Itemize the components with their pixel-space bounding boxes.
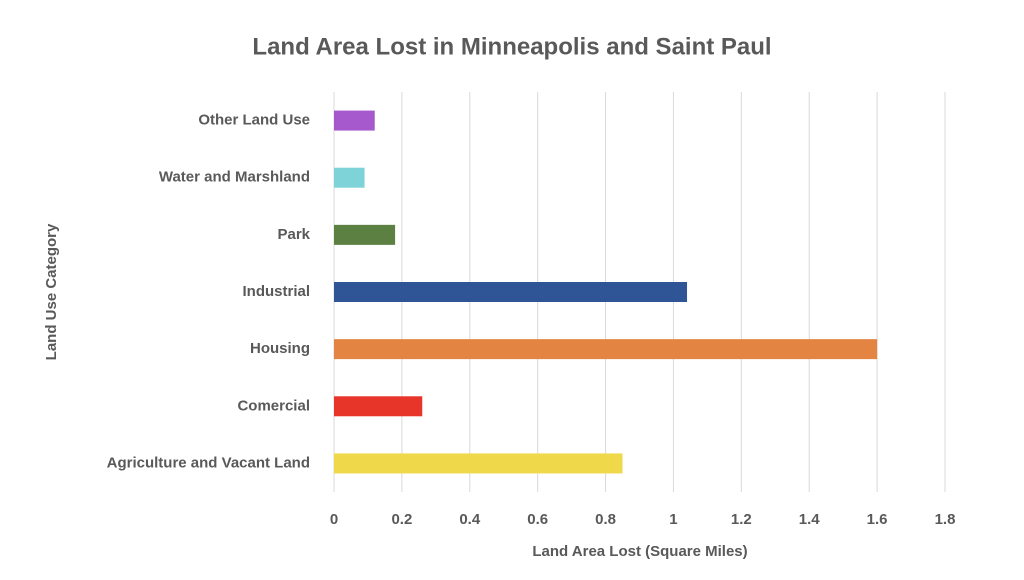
bar <box>334 339 878 360</box>
y-tick-label: Housing <box>250 340 310 357</box>
x-tick-label: 0.2 <box>391 511 412 528</box>
x-tick-label: 0.8 <box>595 511 616 528</box>
x-tick-label: 0 <box>330 511 338 528</box>
x-tick-label: 1.4 <box>799 511 821 528</box>
y-tick-label: Comercial <box>237 397 310 414</box>
bar <box>334 453 623 474</box>
bar <box>334 110 375 131</box>
bar <box>334 396 423 417</box>
y-axis-title: Land Use Category <box>43 223 60 360</box>
bar <box>334 167 365 188</box>
x-tick-label: 1.2 <box>731 511 752 528</box>
x-tick-label: 0.4 <box>459 511 481 528</box>
x-axis-title: Land Area Lost (Square Miles) <box>532 543 747 560</box>
bar <box>334 282 688 302</box>
y-tick-label: Other Land Use <box>198 112 310 129</box>
x-tick-label: 1.6 <box>867 511 888 528</box>
y-tick-label: Park <box>277 226 310 243</box>
y-tick-label: Industrial <box>242 283 310 300</box>
bar <box>334 224 396 245</box>
y-tick-label: Agriculture and Vacant Land <box>107 454 310 471</box>
x-tick-label: 0.6 <box>527 511 548 528</box>
y-tick-label: Water and Marshland <box>159 169 310 186</box>
x-tick-label: 1.8 <box>935 511 956 528</box>
x-tick-label: 1 <box>669 511 677 528</box>
chart-title: Land Area Lost in Minneapolis and Saint … <box>252 33 771 60</box>
